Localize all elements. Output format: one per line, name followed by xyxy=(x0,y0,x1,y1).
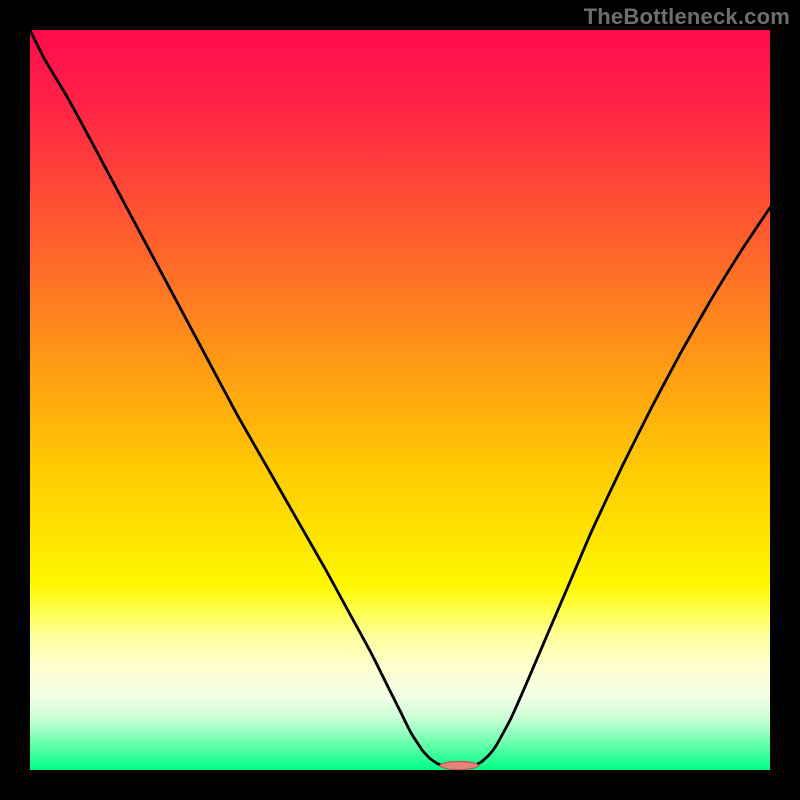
watermark-text: TheBottleneck.com xyxy=(584,4,790,30)
chart-container: TheBottleneck.com xyxy=(0,0,800,800)
marker-optimal-point xyxy=(440,761,478,769)
bottleneck-chart xyxy=(0,0,800,800)
chart-background xyxy=(30,30,770,770)
